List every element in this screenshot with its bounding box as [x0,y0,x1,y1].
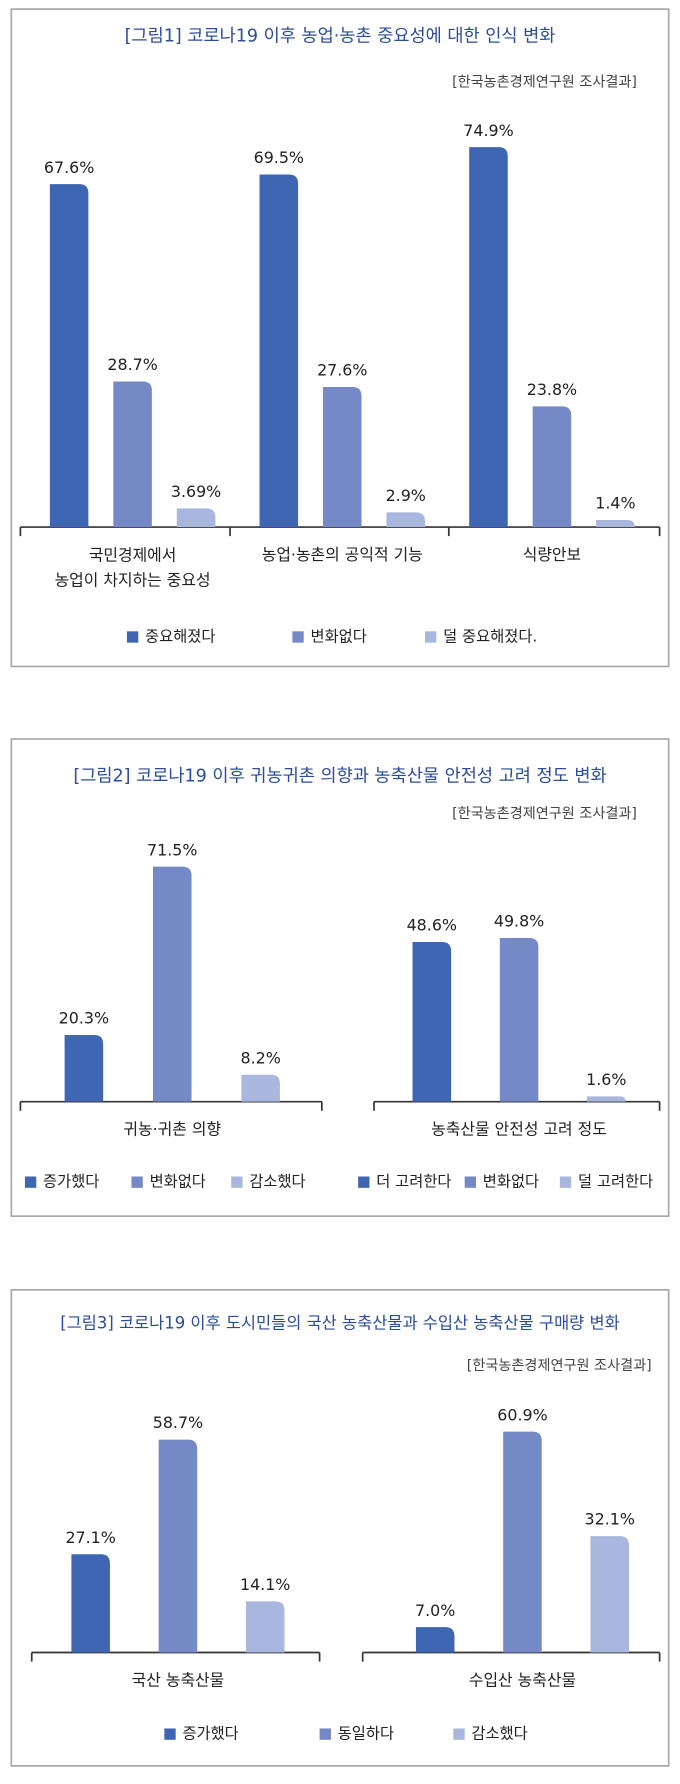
bar [596,519,635,528]
legend-swatch [425,631,437,643]
data-label: 27.1% [65,1528,115,1547]
bar [386,512,425,528]
x-tick-label: 귀농·귀촌 의향 [123,1120,221,1139]
bar [323,387,362,528]
legend-label: 감소했다 [249,1173,305,1191]
bar [241,1074,280,1102]
bar [259,174,299,528]
data-label: 3.69% [171,482,221,501]
bar [49,184,89,528]
legend-swatch [358,1176,370,1188]
chart-title: [그림1] 코로나19 이후 농업·농촌 중요성에 대한 인식 변화 [125,26,556,46]
legend-label: 증가했다 [182,1725,238,1743]
legend-label: 변화없다 [483,1173,539,1191]
bar [469,147,508,528]
bar [499,937,539,1102]
legend-swatch [126,631,139,643]
bar [532,406,572,528]
bar [245,1601,285,1653]
data-label: 58.7% [153,1413,203,1432]
data-label: 69.5% [254,148,304,167]
bar [158,1439,198,1653]
data-label: 67.6% [44,158,94,177]
data-label: 1.4% [595,494,635,513]
chart-title: [그림2] 코로나19 이후 귀농귀촌 의향과 농축산물 안전성 고려 정도 변… [73,766,606,786]
data-label: 2.9% [386,486,426,505]
legend-swatch [164,1728,176,1740]
bar [590,1536,629,1653]
x-tick-label: 식량안보 [523,545,581,564]
data-label: 8.2% [241,1048,281,1067]
bar [503,1431,542,1653]
bar [64,1034,104,1102]
data-label: 23.8% [527,380,577,399]
legend-swatch [453,1728,465,1740]
chart-title: [그림3] 코로나19 이후 도시민들의 국산 농축산물과 수입산 농축산물 구… [60,1313,619,1332]
bar [412,941,452,1102]
bar [153,866,192,1102]
legend-label: 중요해졌다 [145,627,215,645]
source: [한국농촌경제연구원 조사결과] [452,806,637,822]
legend-label: 변화없다 [311,627,367,645]
legend-label: 증가했다 [43,1173,99,1191]
bar [587,1096,626,1102]
legend-swatch [231,1176,243,1188]
x-tick-label: 국산 농축산물 [132,1670,225,1689]
source: [한국농촌경제연구원 조사결과] [452,75,637,91]
data-label: 27.6% [317,361,367,380]
frame [10,738,670,1218]
data-label: 14.1% [240,1575,290,1594]
data-label: 60.9% [497,1405,547,1424]
bar [415,1627,455,1653]
bar [71,1554,110,1653]
frame [10,1288,670,1767]
data-label: 20.3% [59,1009,109,1028]
x-tick-label: 수입산 농축산물 [469,1670,576,1689]
bar [113,381,152,528]
x-tick-label: 국민경제에서 농업이 차지하는 중요성 [55,545,211,589]
legend-swatch [292,631,304,643]
legend-swatch [464,1176,476,1188]
data-label: 1.6% [586,1070,626,1089]
x-tick-label: 농축산물 안전성 고려 정도 [431,1120,607,1139]
legend-label: 덜 고려한다 [578,1173,653,1191]
source: [한국농촌경제연구원 조사결과] [467,1358,652,1374]
data-label: 71.5% [147,840,197,859]
legend-swatch [131,1176,143,1188]
legend-label: 변화없다 [150,1173,206,1191]
legend-label: 더 고려한다 [376,1173,451,1191]
x-tick-label: 농업·농촌의 공익적 기능 [262,545,423,564]
legend-label: 감소했다 [471,1725,527,1743]
data-label: 32.1% [585,1510,635,1529]
frame [10,8,670,668]
data-label: 28.7% [107,355,157,374]
legend-label: 덜 중요해졌다. [443,627,537,645]
legend-swatch [559,1176,572,1188]
legend-label: 동일하다 [338,1725,394,1743]
legend-swatch [319,1728,331,1740]
data-label: 49.8% [494,912,544,931]
data-label: 74.9% [463,121,513,140]
data-label: 7.0% [415,1601,455,1620]
bar [176,508,216,528]
data-label: 48.6% [407,916,457,935]
legend-swatch [24,1176,37,1188]
